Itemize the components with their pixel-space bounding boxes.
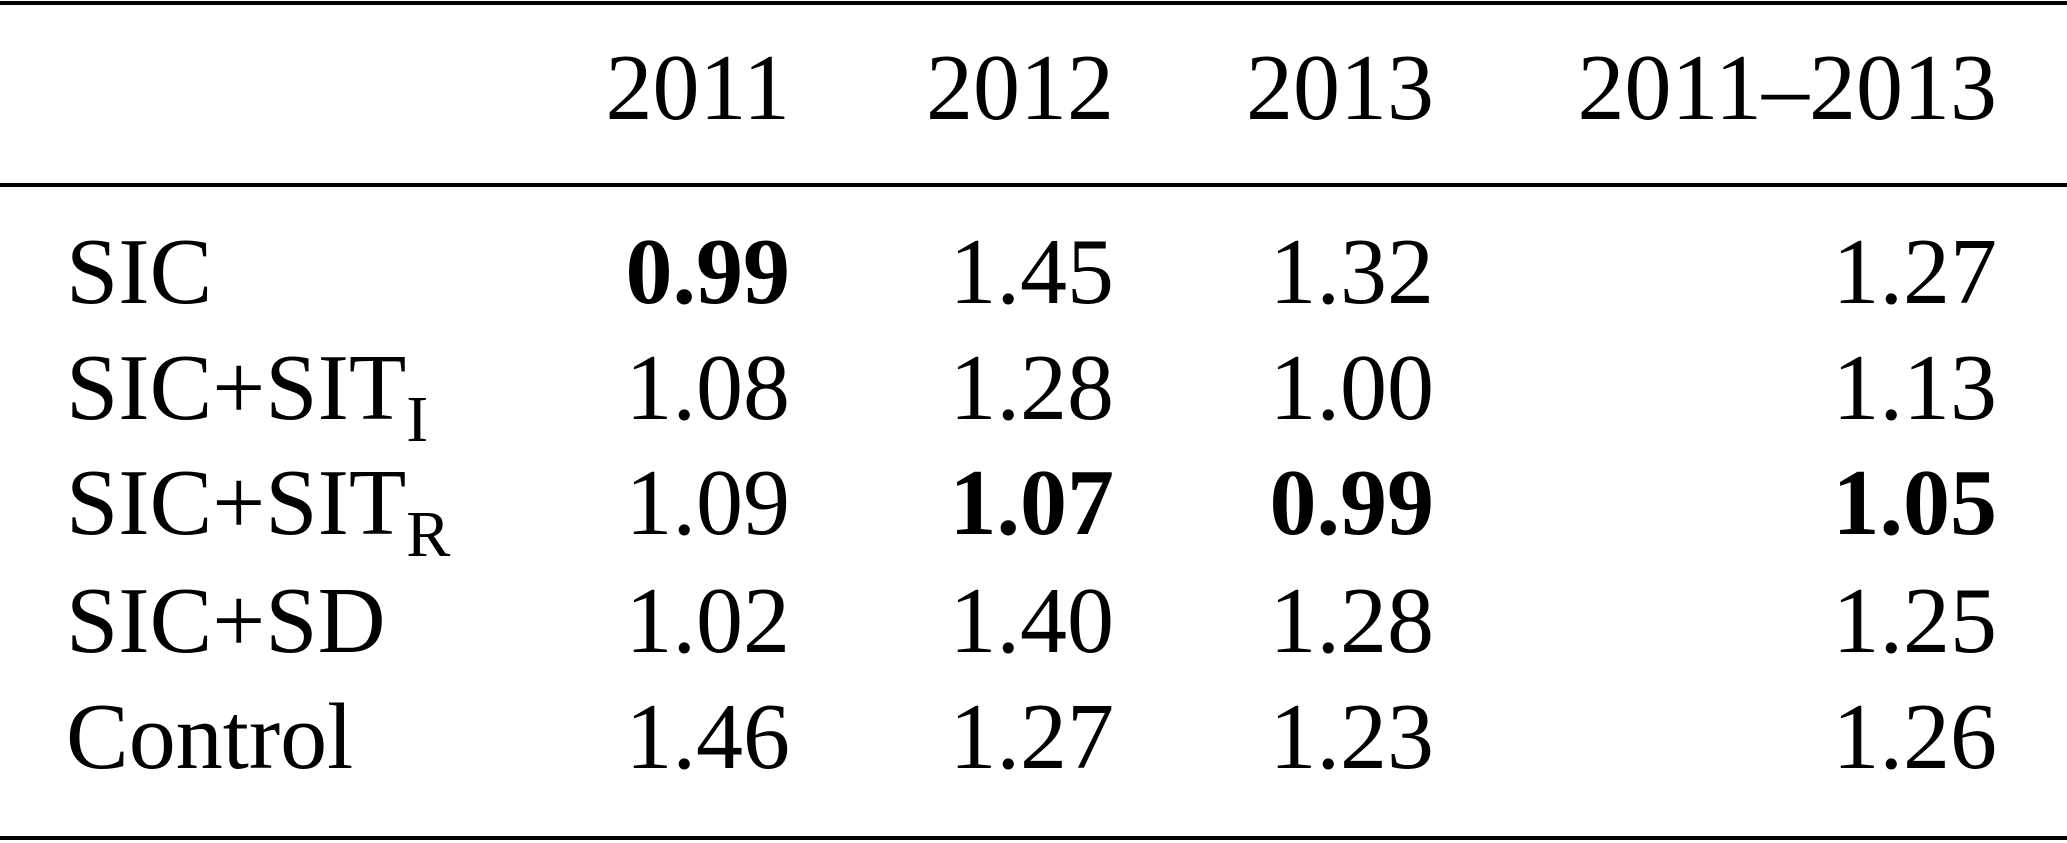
column-header: 2013: [1246, 36, 1434, 140]
row-label: SIC: [66, 220, 212, 324]
cell-value: 1.09: [626, 451, 791, 555]
row-label-subscript: R: [406, 498, 450, 571]
column-header: 2012: [926, 36, 1114, 140]
cell-value: 1.46: [626, 685, 791, 789]
cell-value: 1.08: [626, 336, 791, 440]
column-header: 2011–2013: [1577, 36, 1997, 140]
cell-value: 1.28: [1270, 569, 1435, 673]
cell-value: 1.23: [1270, 685, 1435, 789]
cell-value: 1.00: [1270, 336, 1435, 440]
row-label-text: Control: [66, 685, 353, 789]
cell-value: 1.07: [950, 451, 1115, 555]
row-label-subscript: I: [406, 383, 428, 456]
cell-value: 1.27: [950, 685, 1115, 789]
cell-value: 1.28: [950, 336, 1115, 440]
row-label-text: SIC+SIT: [66, 451, 406, 555]
row-label-text: SIC+SD: [66, 569, 385, 673]
row-label-text: SIC: [66, 220, 212, 324]
row-label: Control: [66, 685, 353, 789]
cell-value: 1.32: [1270, 220, 1435, 324]
cell-value: 0.99: [626, 220, 791, 324]
row-label: SIC+SITI: [66, 336, 428, 456]
cell-value: 1.27: [1833, 220, 1998, 324]
cell-value: 1.05: [1833, 451, 1998, 555]
cell-value: 0.99: [1270, 451, 1435, 555]
cell-value: 1.02: [626, 569, 791, 673]
cell-value: 1.25: [1833, 569, 1998, 673]
cell-value: 1.26: [1833, 685, 1998, 789]
column-header: 2011: [605, 36, 790, 140]
row-label: SIC+SITR: [66, 451, 450, 571]
cell-value: 1.40: [950, 569, 1115, 673]
row-label: SIC+SD: [66, 569, 385, 673]
cell-value: 1.13: [1833, 336, 1998, 440]
cell-value: 1.45: [950, 220, 1115, 324]
row-label-text: SIC+SIT: [66, 336, 406, 440]
